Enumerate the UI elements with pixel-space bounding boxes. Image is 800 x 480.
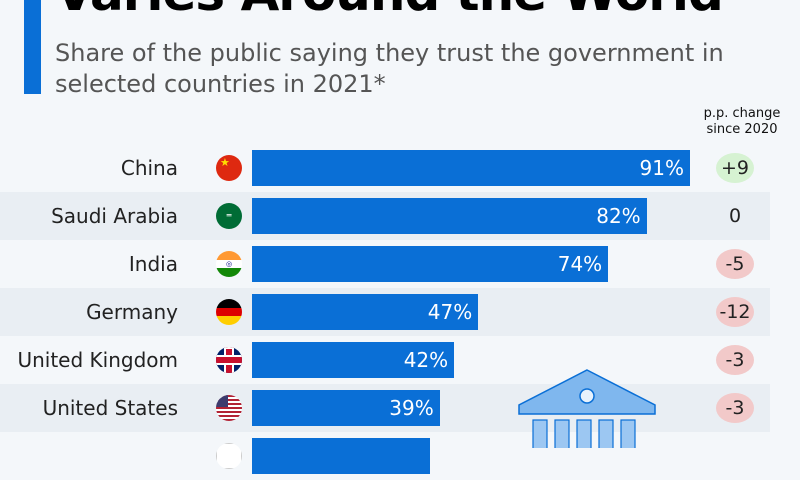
country-label: China xyxy=(120,156,178,180)
bar-value-label: 74% xyxy=(557,252,603,276)
bar-value-label: 42% xyxy=(403,348,449,372)
bar-row: United Kingdom 42% -3 xyxy=(0,336,770,384)
change-badge: -12 xyxy=(716,297,754,327)
change-badge: +9 xyxy=(716,153,754,183)
change-badge: -5 xyxy=(716,249,754,279)
flag-icon xyxy=(216,443,242,469)
flag-icon xyxy=(216,299,242,325)
change-badge: 0 xyxy=(728,205,742,227)
bar xyxy=(252,438,431,474)
country-label: India xyxy=(128,252,178,276)
bar-value-label: 39% xyxy=(389,396,434,420)
bar-row: Saudi Arabia ═ 82% 0 xyxy=(0,192,770,240)
bar: 82% xyxy=(252,198,647,234)
chart-subtitle: Share of the public saying they trust th… xyxy=(55,39,724,98)
bar-value-label: 82% xyxy=(596,204,641,228)
country-label: Saudi Arabia xyxy=(51,204,178,228)
flag-icon xyxy=(216,395,242,421)
country-label: Germany xyxy=(86,300,178,324)
bar: 91% xyxy=(252,150,690,186)
bar: 39% xyxy=(252,390,440,426)
flag-icon: ★ xyxy=(216,155,242,181)
change-badge: -3 xyxy=(716,393,754,423)
bar-value-label: 91% xyxy=(639,156,684,180)
bar: 47% xyxy=(252,294,479,330)
bar: 74% xyxy=(252,246,609,282)
government-building-icon xyxy=(518,369,656,448)
bar-value-label: 47% xyxy=(427,300,473,324)
bar-row: India ◎ 74% -5 xyxy=(0,240,770,288)
change-badge xyxy=(716,441,754,471)
change-badge: -3 xyxy=(716,345,754,375)
accent-bar xyxy=(24,0,41,94)
country-label: United States xyxy=(42,396,178,420)
flag-icon: ═ xyxy=(216,203,242,229)
bar-row: Germany 47% -12 xyxy=(0,288,770,336)
bar: 42% xyxy=(252,342,455,378)
change-header: p.p. change since 2020 xyxy=(703,106,781,137)
bar-row: China ★ 91% +9 xyxy=(0,144,770,192)
flag-icon: ◎ xyxy=(216,251,242,277)
country-label: United Kingdom xyxy=(17,348,178,372)
flag-icon xyxy=(216,347,242,373)
chart-title: Varies Around the World xyxy=(55,0,724,22)
